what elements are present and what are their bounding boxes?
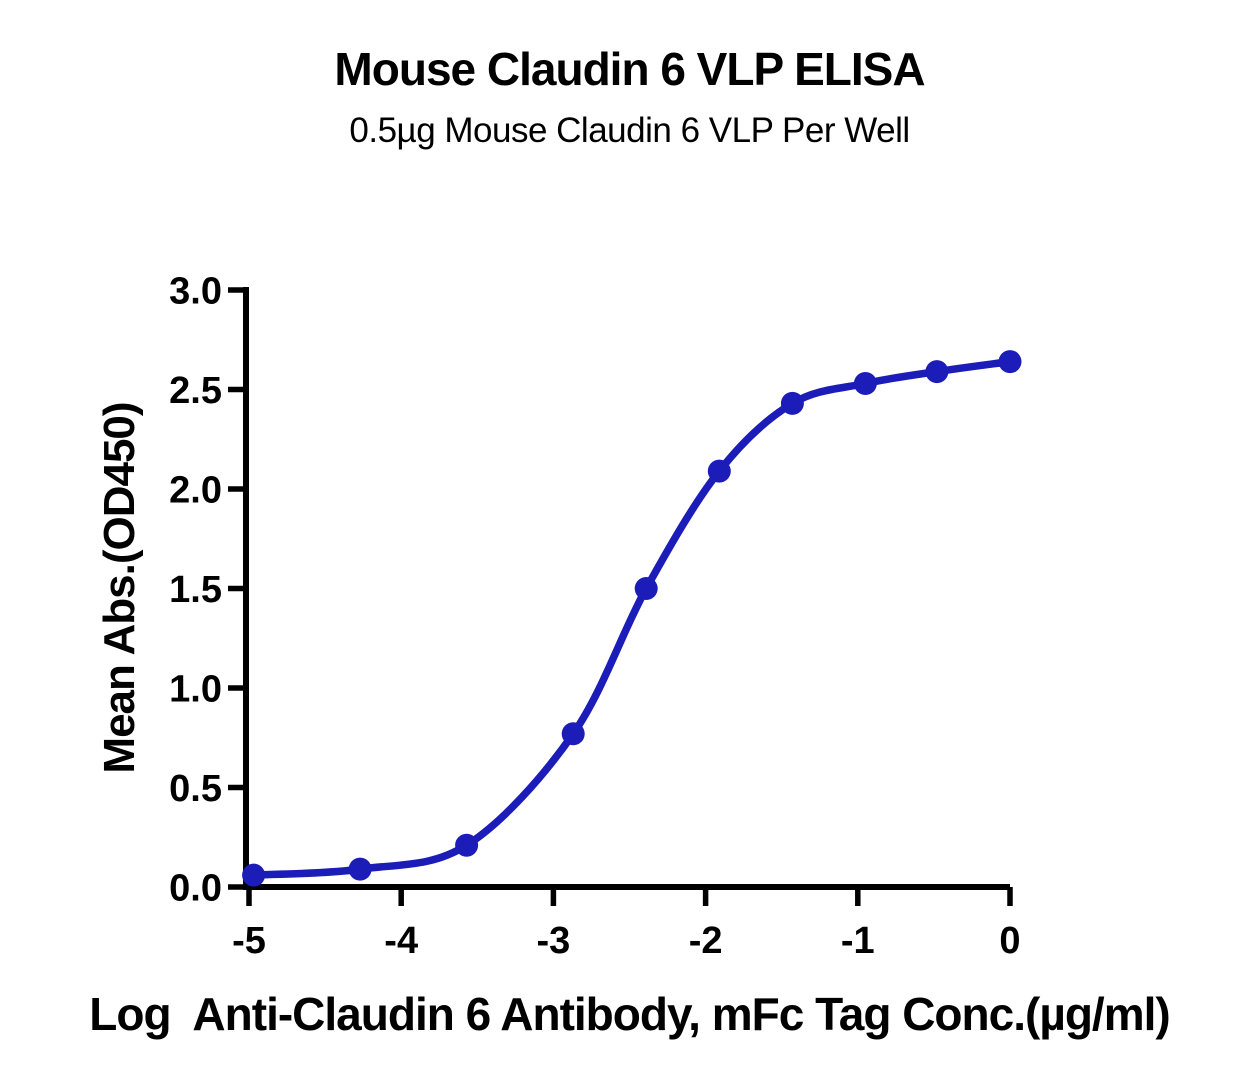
chart-subtitle: 0.5µg Mouse Claudin 6 VLP Per Well — [349, 111, 910, 150]
y-tick-label: 2.5 — [169, 370, 222, 412]
y-axis-title: Mean Abs.(OD450) — [95, 402, 144, 774]
data-point — [242, 863, 266, 887]
data-point — [925, 360, 949, 384]
x-tick-label: -5 — [232, 920, 266, 962]
data-point — [634, 577, 658, 600]
y-tick-label: 2.0 — [169, 470, 222, 512]
x-tick-label: -2 — [689, 920, 723, 962]
data-point — [455, 833, 479, 857]
data-point — [348, 857, 372, 881]
y-tick-label: 1.5 — [169, 569, 222, 611]
x-axis-title: Log Anti-Claudin 6 Antibody, mFc Tag Con… — [89, 988, 1170, 1040]
data-point — [780, 391, 804, 415]
y-tick-label: 0.5 — [169, 768, 222, 810]
x-tick-label: -4 — [384, 920, 418, 962]
chart-title: Mouse Claudin 6 VLP ELISA — [334, 43, 925, 95]
y-tick-label: 3.0 — [169, 271, 222, 313]
data-point — [707, 459, 731, 483]
y-tick-label: 0.0 — [169, 868, 222, 910]
x-tick-label: -1 — [841, 920, 875, 962]
data-point — [561, 722, 585, 746]
x-tick-label: 0 — [999, 920, 1020, 962]
data-point — [998, 350, 1022, 374]
data-point — [853, 372, 877, 395]
x-tick-label: -3 — [537, 920, 571, 962]
fit-curve — [249, 357, 1014, 879]
y-tick-label: 1.0 — [169, 669, 222, 711]
